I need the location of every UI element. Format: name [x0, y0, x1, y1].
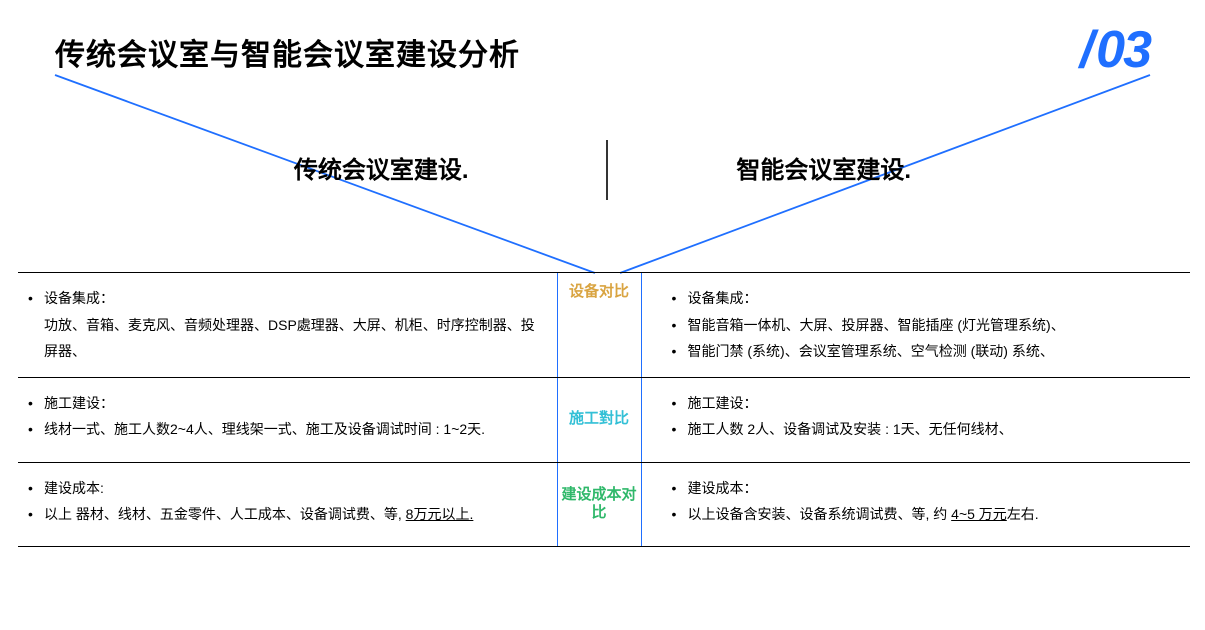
right-eq-l2: 智能音箱一体机、大屏、投屏器、智能插座 (灯光管理系统)、	[670, 312, 1183, 339]
cell-left-equipment: 设备集成： 功放、音箱、麦克风、音频处理器、DSP處理器、大屏、机柜、时序控制器…	[18, 273, 558, 377]
right-eq-heading: 设备集成：	[670, 285, 1183, 312]
left-cost-heading: 建设成本:	[26, 475, 539, 502]
cell-left-cost: 建设成本: 以上 器材、线材、五金零件、人工成本、设备调试费、等, 8万元以上.	[18, 463, 558, 546]
table-row: 建设成本: 以上 器材、线材、五金零件、人工成本、设备调试费、等, 8万元以上.…	[18, 462, 1190, 547]
right-con-body: 施工人数 2人、设备调试及安装 : 1天、无任何线材、	[670, 416, 1183, 443]
right-cost-post: 左右.	[1007, 506, 1039, 522]
cell-mid-construction: 施工對比	[558, 378, 642, 462]
left-con-heading: 施工建设：	[26, 390, 539, 417]
column-headers: 传统会议室建设. 智能会议室建设.	[0, 150, 1205, 185]
left-eq-body: 功放、音箱、麦克风、音频处理器、DSP處理器、大屏、机柜、时序控制器、投屏器、	[26, 312, 539, 365]
left-cost-pre: 以上 器材、线材、五金零件、人工成本、设备调试费、等,	[44, 506, 406, 522]
right-column-header: 智能会议室建设.	[603, 150, 1205, 185]
mid-label-equipment: 设备对比	[569, 283, 629, 302]
left-heading-text: 传统会议室建设.	[294, 157, 469, 184]
right-cost-heading: 建设成本：	[670, 475, 1183, 502]
right-cost-body: 以上设备含安装、设备系统调试费、等, 约 4~5 万元左右.	[670, 501, 1183, 528]
left-eq-heading: 设备集成：	[26, 285, 539, 312]
right-cost-underline: 4~5 万元	[951, 506, 1007, 522]
cell-left-construction: 施工建设： 线材一式、施工人数2~4人、理线架一式、施工及设备调试时间 : 1~…	[18, 378, 558, 462]
cell-right-cost: 建设成本： 以上设备含安装、设备系统调试费、等, 约 4~5 万元左右.	[642, 463, 1191, 546]
left-cost-body: 以上 器材、线材、五金零件、人工成本、设备调试费、等, 8万元以上.	[26, 501, 539, 528]
table-row: 设备集成： 功放、音箱、麦克风、音频处理器、DSP處理器、大屏、机柜、时序控制器…	[18, 272, 1190, 377]
cell-right-construction: 施工建设： 施工人数 2人、设备调试及安装 : 1天、无任何线材、	[642, 378, 1191, 462]
right-eq-l3: 智能门禁 (系统)、会议室管理系统、空气检测 (联动) 系统、	[670, 338, 1183, 365]
cell-right-equipment: 设备集成： 智能音箱一体机、大屏、投屏器、智能插座 (灯光管理系统)、 智能门禁…	[642, 273, 1191, 377]
cell-mid-cost: 建设成本对比	[558, 463, 642, 546]
cell-mid-equipment: 设备对比	[558, 273, 642, 377]
right-cost-pre: 以上设备含安装、设备系统调试费、等, 约	[688, 506, 952, 522]
left-cost-underline: 8万元以上.	[406, 506, 474, 522]
right-heading-text: 智能会议室建设.	[736, 157, 911, 184]
right-con-heading: 施工建设：	[670, 390, 1183, 417]
left-con-body: 线材一式、施工人数2~4人、理线架一式、施工及设备调试时间 : 1~2天.	[26, 416, 539, 443]
left-column-header: 传统会议室建设.	[0, 150, 603, 185]
mid-label-construction: 施工對比	[569, 410, 629, 429]
comparison-table: 设备集成： 功放、音箱、麦克风、音频处理器、DSP處理器、大屏、机柜、时序控制器…	[18, 272, 1190, 547]
table-row: 施工建设： 线材一式、施工人数2~4人、理线架一式、施工及设备调试时间 : 1~…	[18, 377, 1190, 462]
mid-label-cost: 建设成本对比	[558, 486, 641, 524]
